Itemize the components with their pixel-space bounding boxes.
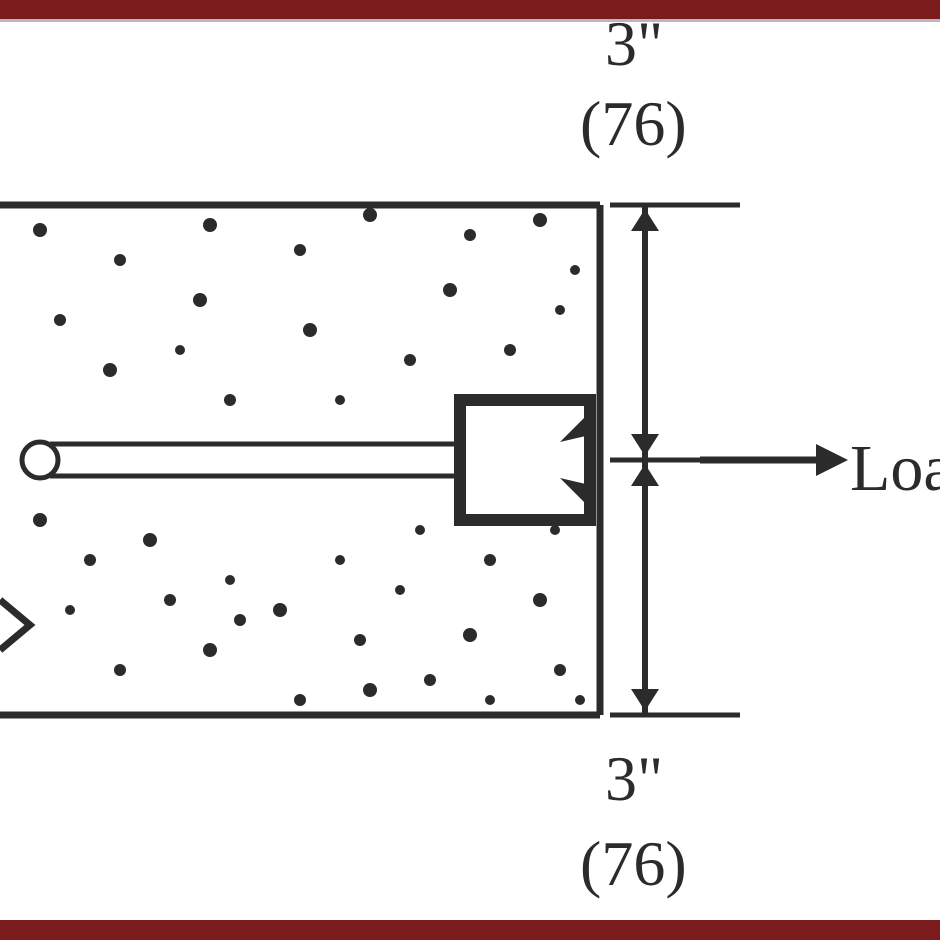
border-top-highlight <box>0 19 940 22</box>
anchor-head <box>460 400 590 520</box>
diagram-canvas: 3" (76) 3" (76) Loa <box>0 0 940 940</box>
label-bottom-inches: 3" <box>605 743 663 814</box>
label-top-inches: 3" <box>605 8 663 79</box>
border-top <box>0 0 940 20</box>
label-bottom-mm: (76) <box>580 828 687 899</box>
label-load: Loa <box>850 432 940 505</box>
border-bottom <box>0 920 940 940</box>
label-top-mm: (76) <box>580 88 687 159</box>
